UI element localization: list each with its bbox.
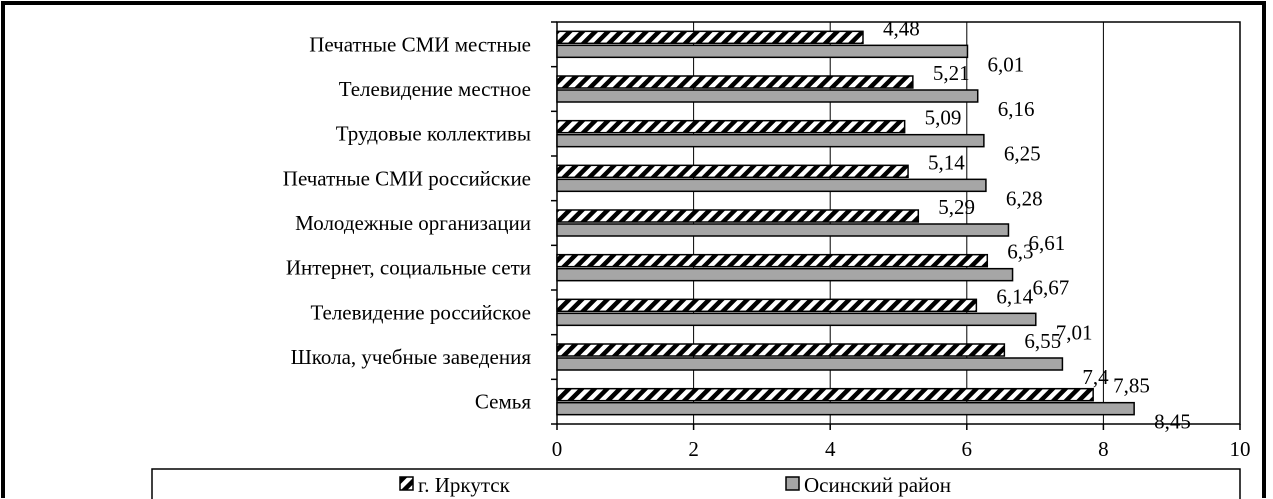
data-label-osinsky: 7,01 [1056, 320, 1093, 344]
bar-irkutsk [557, 165, 908, 177]
data-label-irkutsk: 7,85 [1113, 374, 1150, 398]
bar-irkutsk [557, 31, 863, 43]
data-label-irkutsk: 6,14 [996, 284, 1033, 308]
data-label-irkutsk: 5,29 [938, 195, 975, 219]
bar-irkutsk [557, 299, 976, 311]
legend: г. Иркутск Осинский район [152, 469, 1240, 499]
bar-osinsky [557, 224, 1008, 236]
data-label-irkutsk: 5,14 [928, 150, 965, 174]
bar-osinsky [557, 90, 978, 102]
bar-irkutsk [557, 255, 987, 267]
data-label-osinsky: 6,28 [1006, 186, 1043, 210]
bar-osinsky [557, 269, 1013, 281]
data-label-osinsky: 6,67 [1033, 276, 1070, 300]
legend-label: г. Иркутск [418, 473, 511, 497]
bar-osinsky [557, 135, 984, 147]
data-label-irkutsk: 4,48 [883, 16, 920, 40]
category-label: Семья [475, 390, 531, 414]
data-label-osinsky: 8,45 [1154, 410, 1191, 434]
data-label-osinsky: 6,01 [987, 52, 1024, 76]
category-label: Телевидение местное [339, 77, 531, 101]
bar-irkutsk [557, 121, 905, 133]
x-tick-label: 6 [962, 437, 973, 461]
category-label: Молодежные организации [295, 211, 531, 235]
x-tick-label: 4 [825, 437, 836, 461]
data-label-osinsky: 7,4 [1082, 365, 1109, 389]
bar-osinsky [557, 313, 1036, 325]
legend-swatch [786, 477, 799, 490]
bar-irkutsk [557, 344, 1004, 356]
data-label-osinsky: 6,25 [1004, 142, 1041, 166]
category-label: Телевидение российское [310, 300, 531, 324]
data-label-irkutsk: 5,09 [925, 106, 962, 130]
x-tick-label: 0 [552, 437, 563, 461]
bar-irkutsk [557, 389, 1093, 401]
bar-irkutsk [557, 76, 913, 88]
bar-irkutsk [557, 210, 918, 222]
bar-osinsky [557, 45, 967, 57]
legend-entry-osinsky: Осинский район [786, 473, 951, 497]
category-label: Печатные СМИ российские [283, 166, 531, 190]
data-label-irkutsk: 6,3 [1007, 240, 1033, 264]
data-label-irkutsk: 6,55 [1024, 329, 1061, 353]
category-label: Школа, учебные заведения [291, 345, 532, 369]
category-label: Печатные СМИ местные [309, 32, 531, 56]
bar-osinsky [557, 358, 1062, 370]
data-label-osinsky: 6,61 [1028, 231, 1065, 255]
x-tick-label: 8 [1098, 437, 1109, 461]
x-tick-label: 10 [1230, 437, 1251, 461]
legend-box [152, 469, 1240, 499]
category-label: Интернет, социальные сети [286, 256, 531, 280]
data-label-irkutsk: 5,21 [933, 61, 970, 85]
legend-label: Осинский район [804, 473, 951, 497]
category-label: Трудовые коллективы [336, 122, 531, 146]
bar-osinsky [557, 403, 1134, 415]
data-label-osinsky: 6,16 [998, 97, 1035, 121]
bar-osinsky [557, 179, 986, 191]
legend-swatch [400, 477, 413, 490]
x-tick-label: 2 [688, 437, 699, 461]
